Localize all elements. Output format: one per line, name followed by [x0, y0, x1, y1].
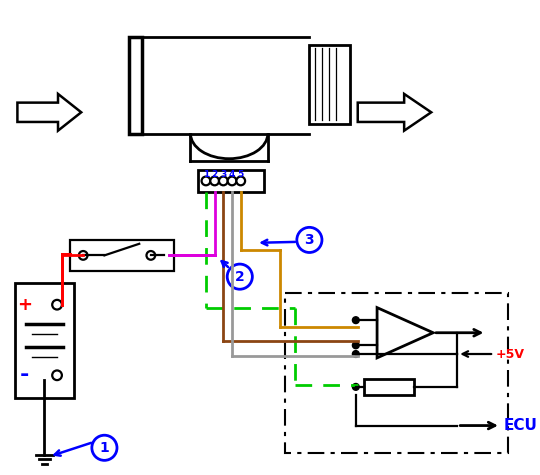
Circle shape — [201, 177, 210, 185]
Circle shape — [353, 383, 359, 390]
Circle shape — [227, 264, 252, 289]
Text: 1: 1 — [203, 170, 209, 179]
Circle shape — [353, 317, 359, 323]
Text: 3: 3 — [220, 170, 226, 179]
Circle shape — [92, 435, 117, 460]
Text: 4: 4 — [229, 170, 235, 179]
Text: 3: 3 — [305, 233, 314, 247]
Text: 1: 1 — [99, 441, 109, 455]
Bar — [309, 45, 350, 124]
Bar — [363, 379, 414, 395]
Circle shape — [297, 228, 322, 253]
Text: ECU: ECU — [504, 418, 538, 433]
Text: 5: 5 — [238, 170, 244, 179]
Bar — [15, 284, 75, 398]
Circle shape — [228, 177, 237, 185]
Circle shape — [353, 351, 359, 357]
Circle shape — [353, 342, 359, 349]
Bar — [129, 37, 142, 133]
Circle shape — [219, 177, 228, 185]
Text: -: - — [19, 365, 29, 385]
Circle shape — [237, 177, 245, 185]
Text: +: + — [17, 296, 32, 314]
Bar — [198, 171, 264, 191]
Bar — [285, 293, 508, 453]
Text: 2: 2 — [235, 270, 245, 284]
Text: +5V: +5V — [496, 348, 525, 361]
Text: 2: 2 — [212, 170, 218, 179]
Bar — [70, 240, 174, 271]
Circle shape — [210, 177, 219, 185]
